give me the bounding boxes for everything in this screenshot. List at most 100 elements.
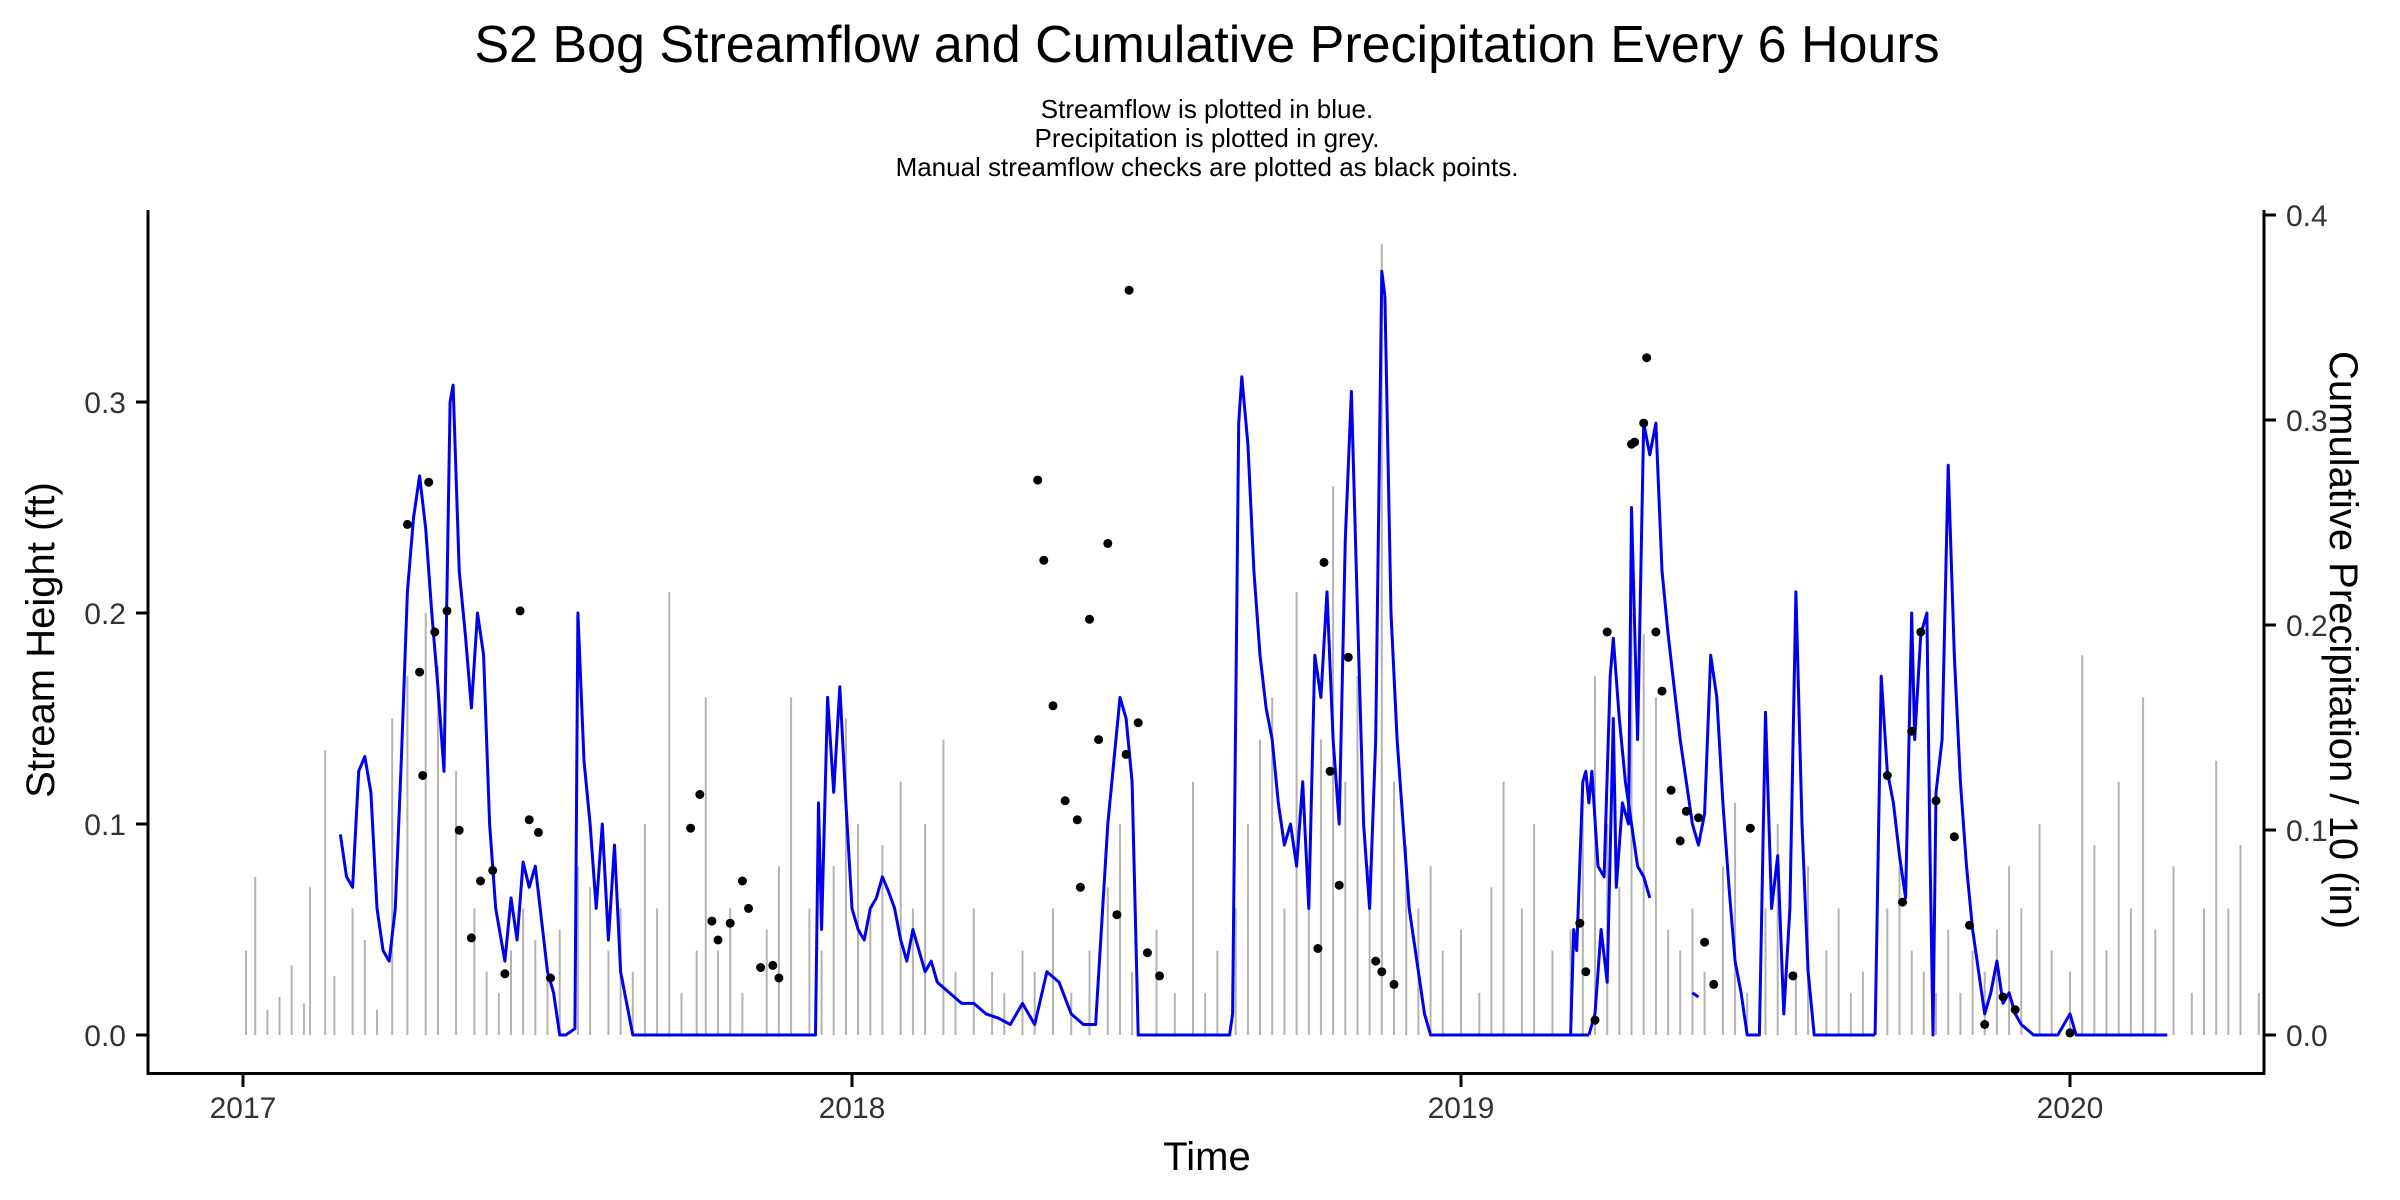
y2-tick-label-0.1: 0.1	[2286, 815, 2328, 848]
y-tick-label-0.0: 0.0	[84, 1020, 126, 1053]
y2-tick-label-0.3: 0.3	[2286, 405, 2328, 438]
manual-check-point-61	[1694, 813, 1703, 823]
manual-check-point-75	[2010, 1005, 2020, 1015]
manual-check-point-55	[1642, 353, 1652, 363]
y2-tick-label-0.4: 0.4	[2286, 200, 2328, 233]
manual-check-points	[402, 285, 2075, 1038]
manual-check-point-0	[402, 519, 412, 529]
manual-check-point-7	[466, 933, 476, 943]
x-tick-label-2019: 2019	[1428, 1092, 1495, 1125]
manual-check-point-41	[1319, 557, 1329, 567]
manual-check-point-39	[1155, 971, 1164, 981]
y-tick-label-0.1: 0.1	[84, 809, 126, 842]
manual-check-point-59	[1675, 836, 1685, 846]
manual-check-point-4	[430, 627, 440, 637]
manual-check-point-5	[442, 606, 452, 616]
chart-subtitle-line-3: Manual streamflow checks are plotted as …	[896, 152, 1519, 182]
manual-check-point-20	[737, 876, 747, 886]
manual-check-point-9	[488, 865, 498, 875]
y-tick-label-0.2: 0.2	[84, 598, 126, 631]
manual-check-point-48	[1575, 918, 1585, 928]
manual-check-point-71	[1949, 832, 1959, 842]
manual-check-point-36	[1124, 285, 1134, 295]
manual-check-point-69	[1916, 627, 1926, 637]
y-axis-label: Stream Height (ft)	[19, 482, 63, 798]
precipitation-bars	[245, 243, 2260, 1035]
manual-check-point-44	[1343, 652, 1353, 662]
manual-check-point-68	[1907, 726, 1917, 736]
manual-check-point-21	[744, 903, 753, 913]
manual-check-point-64	[1745, 823, 1755, 833]
manual-check-point-37	[1133, 718, 1143, 728]
manual-check-point-49	[1581, 967, 1591, 977]
manual-check-point-29	[1072, 815, 1082, 825]
streamflow-segment-3	[1587, 421, 1876, 1037]
manual-check-point-40	[1313, 944, 1323, 953]
manual-check-point-24	[774, 973, 784, 983]
manual-check-point-65	[1788, 971, 1798, 981]
manual-check-point-31	[1085, 614, 1094, 624]
manual-check-point-38	[1142, 948, 1152, 958]
manual-check-point-23	[768, 960, 778, 970]
manual-check-point-10	[500, 969, 510, 979]
manual-check-point-3	[424, 477, 434, 487]
manual-check-point-16	[695, 790, 705, 799]
y2-axis-ticks: 0.0 0.1 0.2 0.3 0.4	[2264, 200, 2328, 1053]
streamflow-segment-1	[1691, 991, 1700, 999]
manual-check-point-53	[1630, 437, 1640, 447]
manual-check-point-66	[1882, 771, 1892, 780]
manual-check-point-70	[1931, 796, 1941, 806]
manual-check-point-73	[1980, 1020, 1990, 1029]
manual-check-point-15	[686, 823, 696, 833]
manual-check-point-22	[756, 963, 766, 972]
y2-tick-label-0.0: 0.0	[2286, 1020, 2328, 1053]
manual-check-point-63	[1709, 979, 1719, 989]
chart-subtitle-line-2: Precipitation is plotted in grey.	[1035, 123, 1380, 153]
manual-check-point-50	[1590, 1015, 1600, 1025]
y-axis-ticks: 0.0 0.1 0.2 0.3	[84, 387, 148, 1053]
streamflow-segment-4	[1873, 463, 2168, 1037]
manual-check-point-60	[1681, 806, 1691, 816]
manual-check-point-74	[1998, 992, 2008, 1002]
manual-check-point-27	[1048, 701, 1058, 711]
manual-check-point-54	[1639, 418, 1649, 428]
x-tick-label-2017: 2017	[210, 1092, 277, 1125]
manual-check-point-47	[1389, 979, 1399, 989]
x-axis-ticks: 2017 2018 2019 2020	[210, 1075, 2104, 1125]
manual-check-point-67	[1898, 897, 1907, 907]
streamflow-segment-0	[338, 269, 1652, 1037]
streamflow-lines	[338, 269, 2168, 1037]
manual-check-point-26	[1039, 555, 1049, 565]
manual-check-point-46	[1377, 967, 1387, 977]
manual-check-point-58	[1666, 785, 1676, 795]
manual-check-point-32	[1094, 735, 1104, 745]
manual-check-point-45	[1371, 956, 1381, 966]
manual-check-point-42	[1325, 766, 1335, 776]
manual-check-point-72	[1965, 920, 1974, 930]
manual-check-point-35	[1121, 749, 1131, 759]
y-tick-label-0.3: 0.3	[84, 387, 126, 420]
x-tick-label-2018: 2018	[819, 1092, 886, 1125]
x-axis-label: Time	[1163, 1135, 1250, 1179]
manual-check-point-51	[1602, 627, 1612, 637]
x-tick-label-2020: 2020	[2037, 1092, 2104, 1125]
manual-check-point-28	[1060, 796, 1070, 806]
chart-subtitle-line-1: Streamflow is plotted in blue.	[1041, 94, 1373, 124]
manual-check-point-76	[2065, 1028, 2075, 1038]
manual-check-point-18	[713, 935, 723, 945]
manual-check-point-30	[1075, 882, 1085, 892]
manual-check-point-33	[1103, 538, 1113, 548]
manual-check-point-56	[1651, 627, 1661, 637]
chart-title: S2 Bog Streamflow and Cumulative Precipi…	[474, 16, 1939, 74]
manual-check-point-8	[476, 876, 485, 886]
plot-area	[245, 243, 2260, 1038]
manual-check-point-14	[546, 973, 555, 983]
manual-check-point-13	[533, 827, 543, 837]
manual-check-point-19	[725, 918, 735, 928]
manual-check-point-34	[1112, 910, 1122, 920]
manual-check-point-43	[1334, 880, 1344, 890]
y2-axis-label: Cumulative Precipitation / 10 (in)	[2321, 351, 2365, 929]
manual-check-point-57	[1657, 686, 1667, 696]
y2-tick-label-0.2: 0.2	[2286, 610, 2328, 643]
